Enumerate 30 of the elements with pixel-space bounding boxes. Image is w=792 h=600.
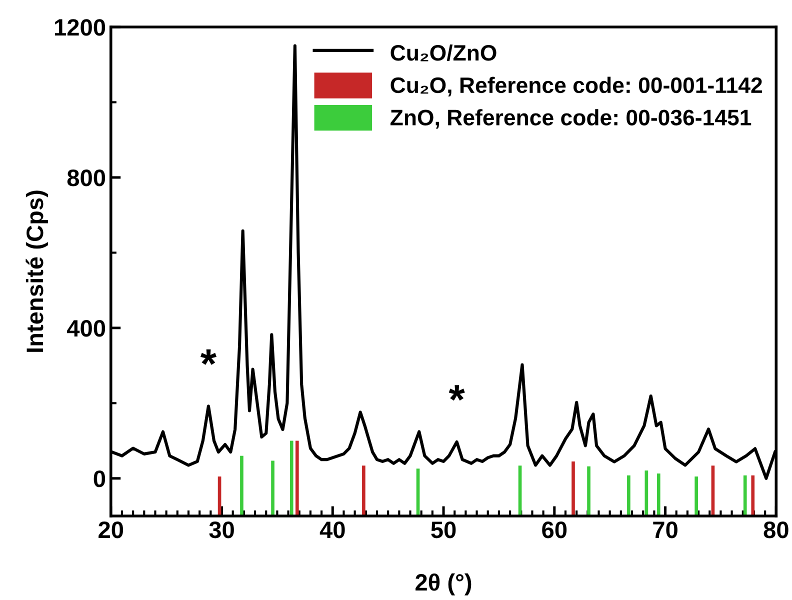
bar (240, 456, 244, 516)
x-axis-title: 2θ (°) (416, 573, 472, 596)
bar (572, 461, 575, 516)
bar (271, 460, 274, 516)
legend-label: Cu₂O/ZnO (390, 44, 496, 62)
x-tick-label: 60 (542, 521, 567, 538)
x-tick-label: 80 (764, 521, 788, 538)
annotation: * (448, 385, 465, 401)
bar (743, 475, 747, 516)
bar (587, 466, 590, 516)
bar (656, 473, 660, 516)
y-tick-label: 400 (66, 320, 106, 337)
x-tick-label: 50 (431, 521, 456, 538)
x-tick-label: 70 (653, 521, 678, 538)
bar (362, 466, 366, 516)
x-tick-label: 20 (98, 521, 124, 538)
x-tick-label: 40 (320, 521, 345, 538)
legend-label: Cu₂O, Reference code: 00-001-1142 (390, 76, 762, 96)
bar (627, 475, 630, 516)
annotation: * (200, 349, 217, 365)
y-tick-label: 1200 (54, 19, 106, 36)
x-tick-label: 30 (209, 521, 234, 538)
bar (290, 440, 294, 516)
legend-label: ZnO, Reference code: 00-036-1451 (390, 109, 752, 129)
y-tick-label: 800 (67, 170, 106, 186)
bar (751, 475, 755, 516)
y-axis-title: Intensité (Cps) (26, 190, 48, 352)
y-tick-label: 0 (94, 470, 106, 488)
bar (295, 440, 299, 516)
bar (694, 476, 698, 516)
